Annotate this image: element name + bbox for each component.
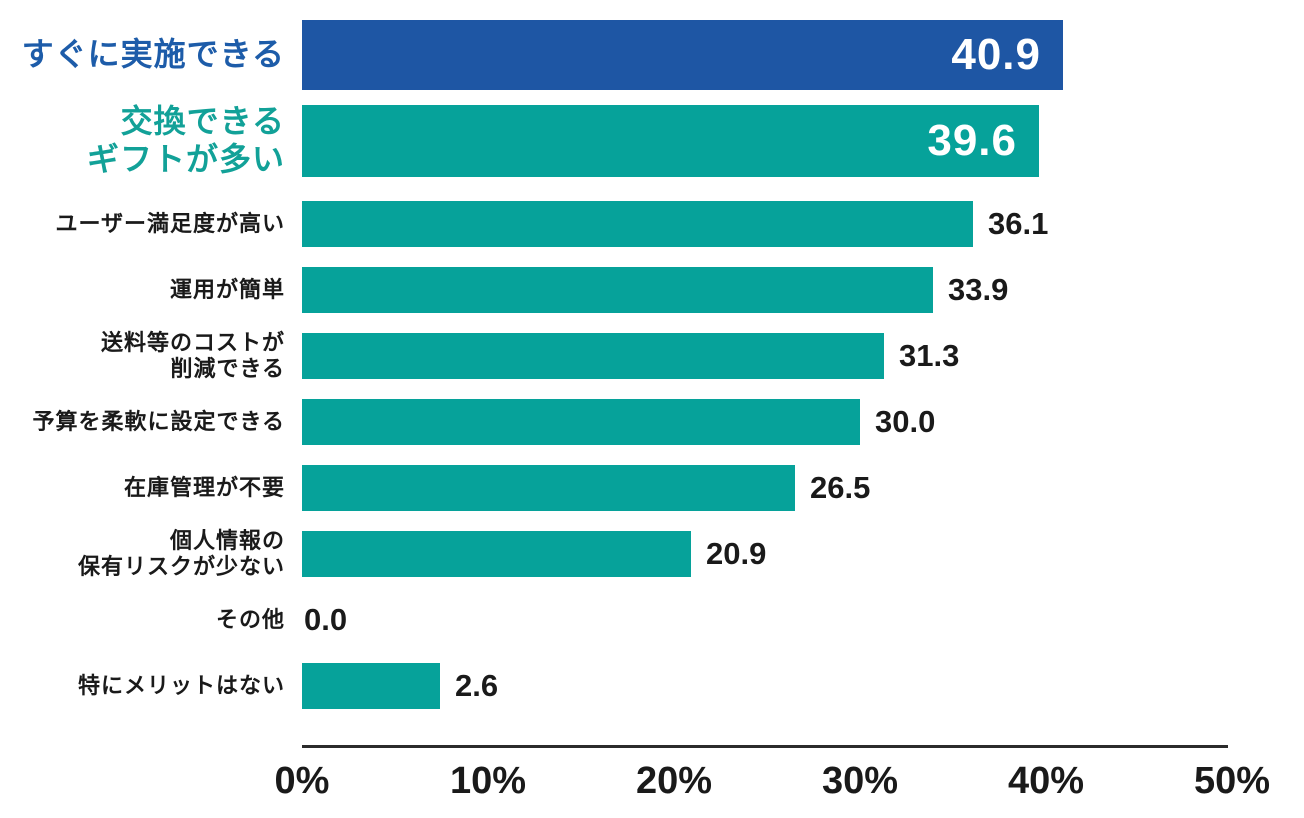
bar-row: 特にメリットはない 2.6 <box>0 653 1304 719</box>
bar-area: 0.0 <box>302 587 1304 653</box>
value-label: 26.5 <box>810 470 871 505</box>
bar: 39.6 <box>302 105 1039 177</box>
category-label: その他 <box>0 607 302 633</box>
bar-row: ユーザー満足度が高い 36.1 <box>0 191 1304 257</box>
bar-row: その他 0.0 <box>0 587 1304 653</box>
value-label: 31.3 <box>899 338 960 373</box>
bar <box>302 267 933 313</box>
bar-row: 送料等のコストが 削減できる 31.3 <box>0 323 1304 389</box>
category-label: 個人情報の 保有リスクが少ない <box>0 528 302 580</box>
category-label: すぐに実施できる <box>0 36 302 74</box>
x-axis-line <box>302 745 1228 748</box>
bar <box>302 399 860 445</box>
category-label-line: 特にメリットはない <box>77 673 285 699</box>
bar-area: 33.9 <box>302 257 1304 323</box>
category-label-line: 送料等のコストが <box>100 330 285 356</box>
category-label-line: 予算を柔軟に設定できる <box>32 409 285 435</box>
bar-area: 31.3 <box>302 323 1304 389</box>
category-label: 予算を柔軟に設定できる <box>0 409 302 435</box>
x-axis-tick-label: 50% <box>1193 760 1271 802</box>
category-label-line: 削減できる <box>170 356 285 381</box>
bar <box>302 663 440 709</box>
category-label-line: ギフトが多い <box>86 141 285 177</box>
bar: 40.9 <box>302 20 1063 90</box>
category-label: 特にメリットはない <box>0 673 302 699</box>
bar-rows: すぐに実施できる 40.9 交換できる ギフトが多い 39.6 ユーザー満足度が高い 36.… <box>0 20 1304 719</box>
bar <box>302 465 795 511</box>
value-label: 30.0 <box>875 404 936 439</box>
category-label-line: ユーザー満足度が高い <box>55 211 285 237</box>
x-axis-tick-label: 30% <box>821 760 899 802</box>
category-label: 送料等のコストが 削減できる <box>0 330 302 382</box>
category-label: 交換できる ギフトが多い <box>0 103 302 179</box>
category-label: ユーザー満足度が高い <box>0 211 302 237</box>
value-label: 33.9 <box>948 272 1009 307</box>
bar-area: 20.9 <box>302 521 1304 587</box>
x-axis-ticks: 0% 10% 20% 30% 40% 50% <box>275 760 1270 810</box>
category-label-line: 保有リスクが少ない <box>77 554 285 579</box>
category-label-line: 在庫管理が不要 <box>123 475 285 501</box>
bar-row: 予算を柔軟に設定できる 30.0 <box>0 389 1304 455</box>
bar-row: 運用が簡単 33.9 <box>0 257 1304 323</box>
value-label: 39.6 <box>927 116 1017 165</box>
x-axis-tick-label: 20% <box>635 760 713 802</box>
bar <box>302 531 691 577</box>
category-label: 運用が簡単 <box>0 277 302 303</box>
x-axis-tick-label: 40% <box>1007 760 1085 802</box>
category-label-line: 個人情報の <box>169 528 285 554</box>
x-axis-tick-label: 0% <box>274 760 330 802</box>
bar-row: すぐに実施できる 40.9 <box>0 20 1304 90</box>
value-label: 36.1 <box>988 206 1049 241</box>
bar-row: 交換できる ギフトが多い 39.6 <box>0 103 1304 179</box>
bar-area: 2.6 <box>302 653 1304 719</box>
x-axis: 0% 10% 20% 30% 40% 50% <box>275 745 1270 810</box>
category-label: 在庫管理が不要 <box>0 475 302 501</box>
value-label: 40.9 <box>951 30 1041 79</box>
bar-area: 40.9 <box>302 20 1304 90</box>
bar-row: 個人情報の 保有リスクが少ない 20.9 <box>0 521 1304 587</box>
value-label: 2.6 <box>455 668 499 703</box>
bar-area: 26.5 <box>302 455 1304 521</box>
bar-area: 36.1 <box>302 191 1304 257</box>
value-label: 0.0 <box>304 602 348 637</box>
category-label-line: 交換できる <box>120 103 285 140</box>
x-axis-tick-label: 10% <box>449 760 527 802</box>
value-label: 20.9 <box>706 536 767 571</box>
category-label-line: すぐに実施できる <box>21 36 285 73</box>
category-label-line: その他 <box>215 607 285 633</box>
bar-area: 30.0 <box>302 389 1304 455</box>
bar-row: 在庫管理が不要 26.5 <box>0 455 1304 521</box>
category-label-line: 運用が簡単 <box>169 277 285 303</box>
bar <box>302 333 884 379</box>
bar <box>302 201 973 247</box>
bar-area: 39.6 <box>302 105 1304 177</box>
